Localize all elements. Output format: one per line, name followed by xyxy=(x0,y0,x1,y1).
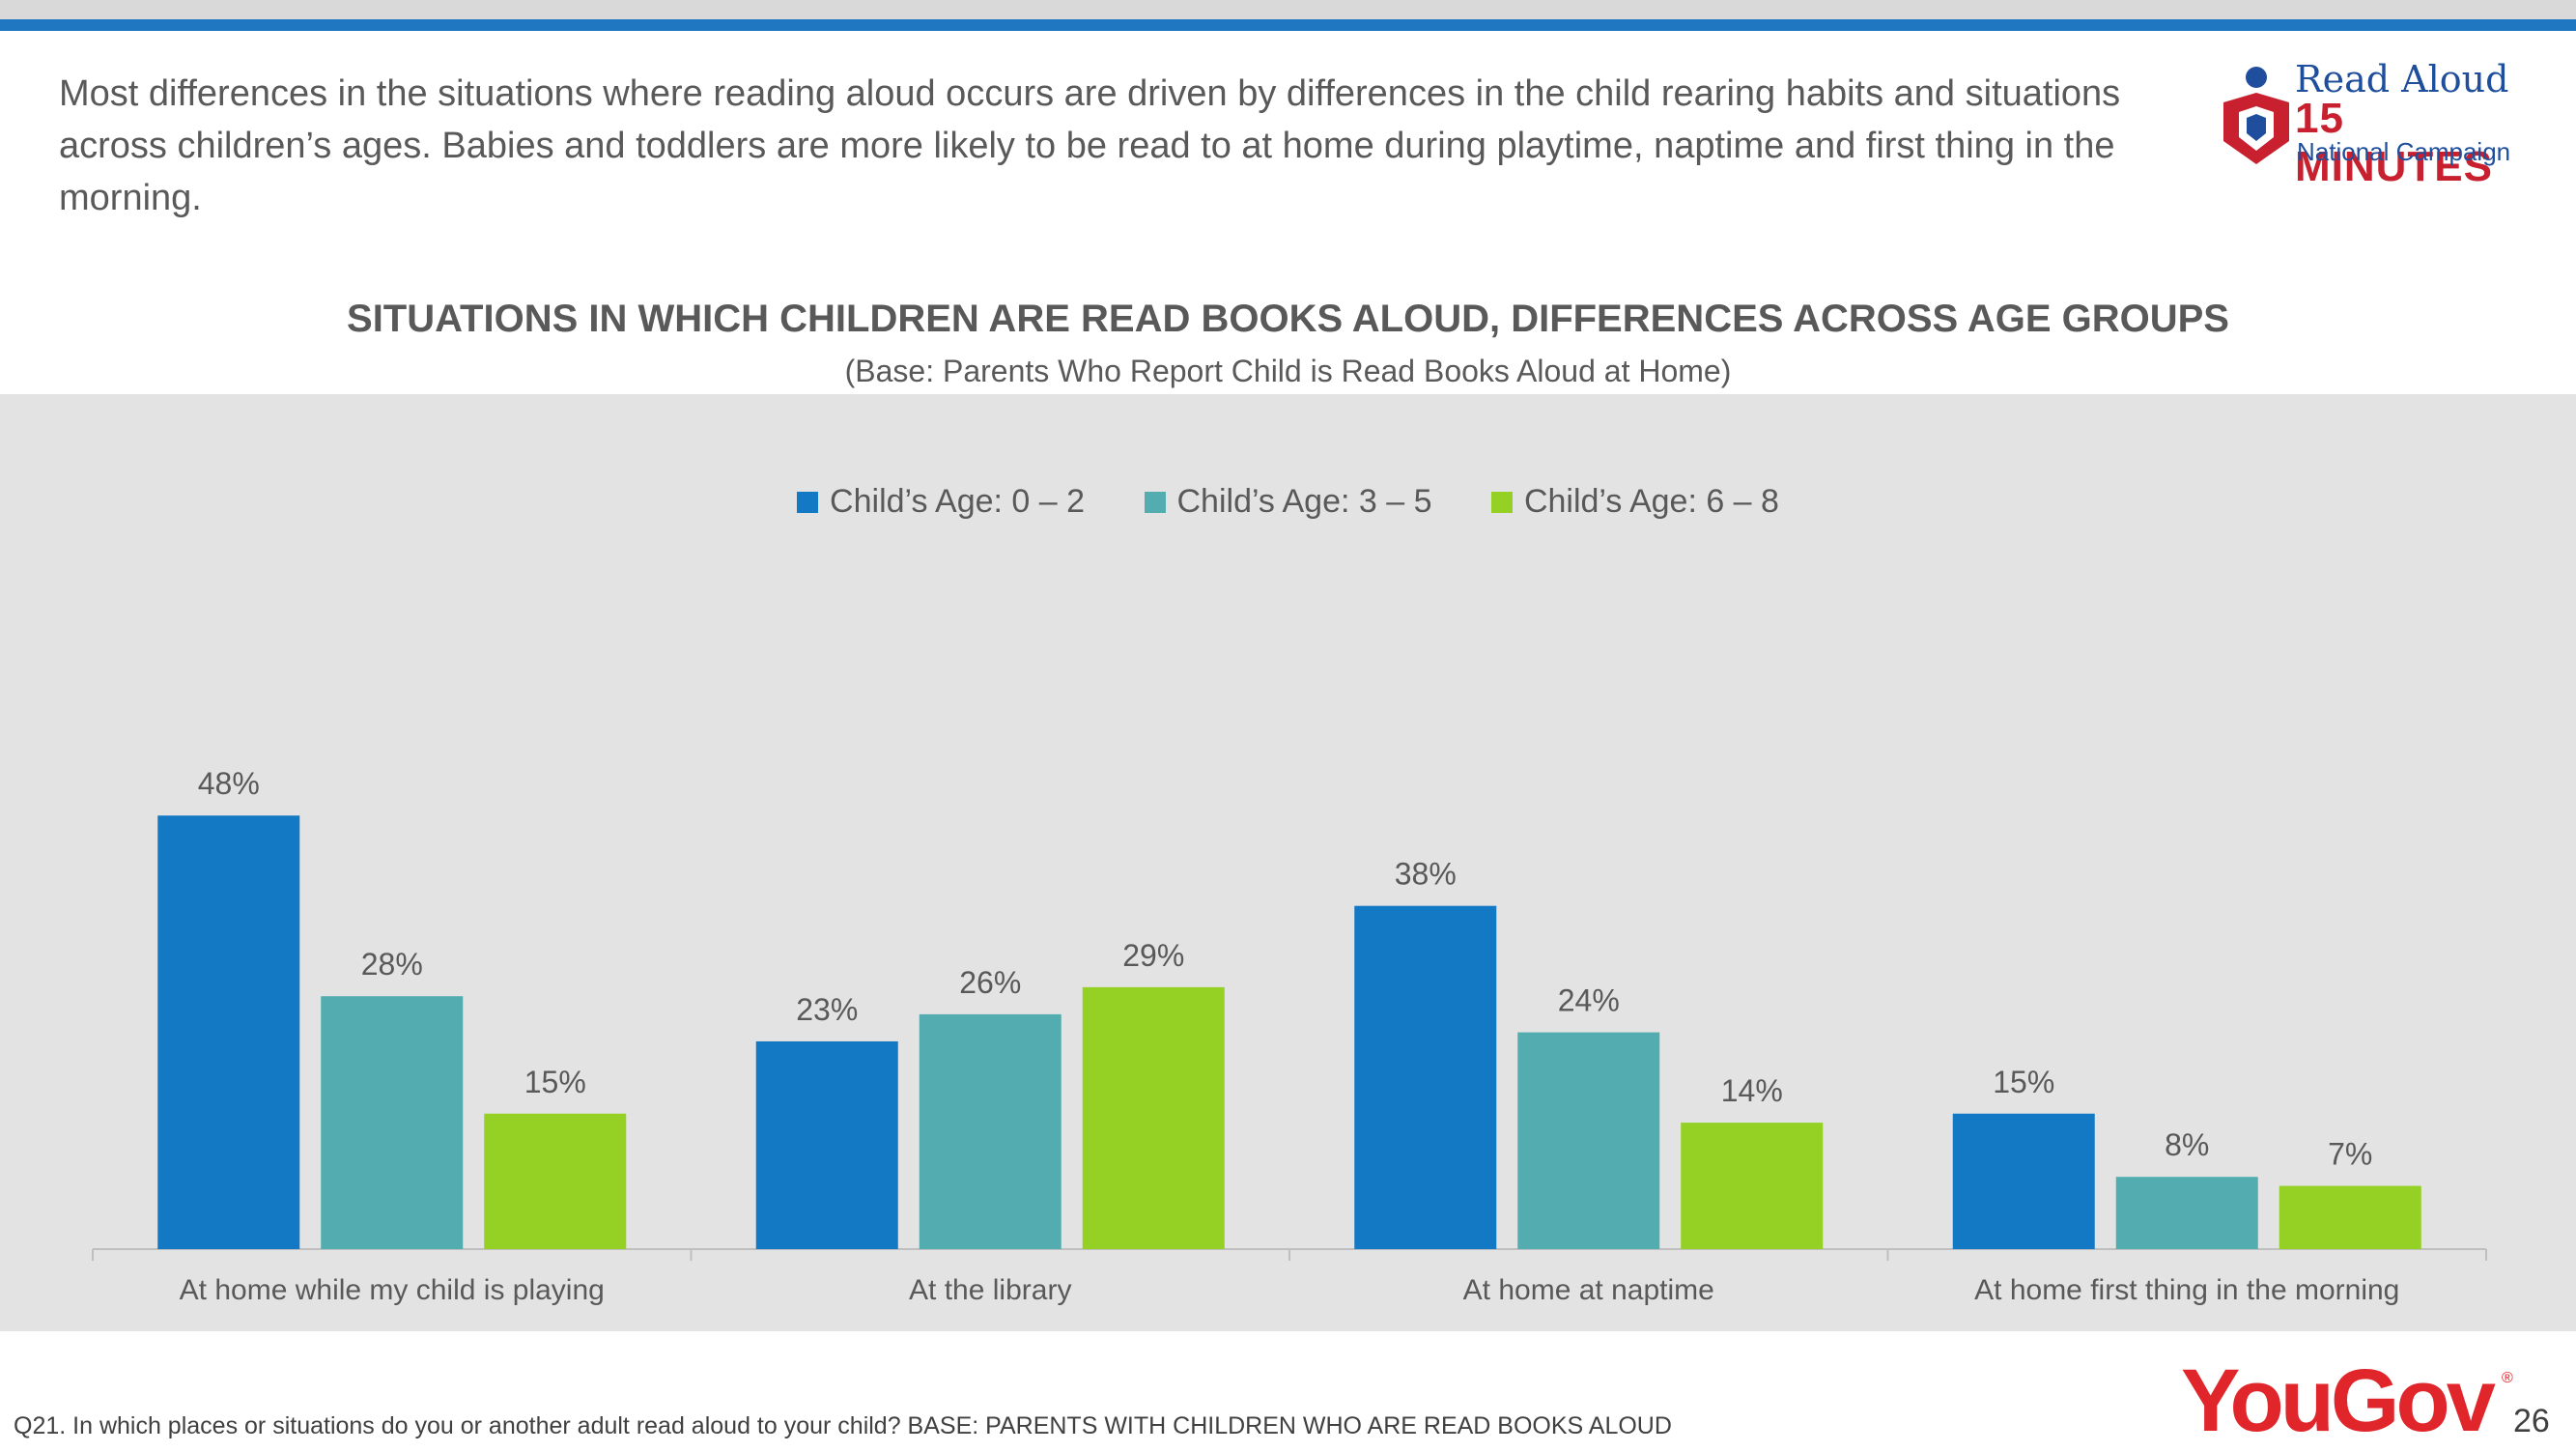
legend-swatch-age-0-2 xyxy=(797,492,819,513)
data-label: 29% xyxy=(1122,938,1184,973)
data-label: 28% xyxy=(361,947,423,982)
bar xyxy=(2279,1185,2421,1249)
legend-item-age-0-2: Child’s Age: 0 – 2 xyxy=(797,483,1085,521)
top-grey-bar xyxy=(0,0,2576,19)
data-label: 48% xyxy=(198,766,260,801)
data-label: 23% xyxy=(796,992,858,1027)
bar xyxy=(1681,1123,1824,1249)
top-blue-bar xyxy=(0,19,2576,31)
data-label: 8% xyxy=(2165,1127,2209,1162)
chart-legend: Child’s Age: 0 – 2 Child’s Age: 3 – 5 Ch… xyxy=(0,483,2576,521)
legend-label-age-0-2: Child’s Age: 0 – 2 xyxy=(830,483,1086,520)
bar xyxy=(321,996,464,1249)
data-label: 7% xyxy=(2328,1137,2372,1172)
headline-text: Most differences in the situations where… xyxy=(59,73,2121,218)
bar xyxy=(2115,1177,2258,1249)
bar-chart: 48% 28% 15% At home while my child is playi… xyxy=(92,766,2487,1306)
legend-swatch-age-6-8 xyxy=(1490,492,1513,513)
data-label: 38% xyxy=(1395,857,1457,892)
bar xyxy=(755,1040,898,1249)
data-label: 14% xyxy=(1721,1073,1783,1108)
logo-line-1: Read Aloud xyxy=(2295,58,2509,100)
chart-title: SITUATIONS IN WHICH CHILDREN ARE READ BO… xyxy=(347,298,2229,340)
legend-label-age-3-5: Child’s Age: 3 – 5 xyxy=(1176,483,1432,520)
category-label: At the library xyxy=(909,1274,1071,1306)
logo-line-2: 15 MINUTES xyxy=(2295,95,2493,190)
legend-label-age-6-8: Child’s Age: 6 – 8 xyxy=(1523,483,1779,520)
yougov-logo: YouGov xyxy=(2181,1352,2496,1450)
data-label: 24% xyxy=(1558,983,1620,1018)
read-aloud-logo: Read Aloud 15 MINUTES National Campaign xyxy=(2218,56,2536,190)
category-label: At home first thing in the morning xyxy=(1974,1274,2399,1306)
bar xyxy=(919,1013,1062,1249)
legend-swatch-age-3-5 xyxy=(1144,492,1166,513)
registered-mark: ® xyxy=(2502,1370,2513,1386)
legend-item-age-3-5: Child’s Age: 3 – 5 xyxy=(1144,483,1432,521)
category-label: At home while my child is playing xyxy=(180,1274,605,1306)
data-label: 15% xyxy=(524,1065,586,1099)
data-label: 15% xyxy=(1993,1065,2054,1099)
legend-item-age-6-8: Child’s Age: 6 – 8 xyxy=(1490,483,1779,521)
logo-line-3: National Campaign xyxy=(2297,137,2511,166)
chart-subtitle: (Base: Parents Who Report Child is Read … xyxy=(844,354,1732,388)
bar xyxy=(1354,905,1497,1249)
page-number: 26 xyxy=(2513,1403,2550,1439)
data-label: 26% xyxy=(959,965,1021,1000)
bar xyxy=(1517,1032,1660,1249)
category-label: At home at naptime xyxy=(1463,1274,1714,1306)
bar xyxy=(1952,1113,2095,1249)
footnote: Q21. In which places or situations do yo… xyxy=(14,1412,1672,1439)
book-heart-icon xyxy=(2223,67,2289,164)
bar xyxy=(484,1113,627,1249)
bar xyxy=(1082,986,1225,1249)
bar xyxy=(157,815,300,1249)
